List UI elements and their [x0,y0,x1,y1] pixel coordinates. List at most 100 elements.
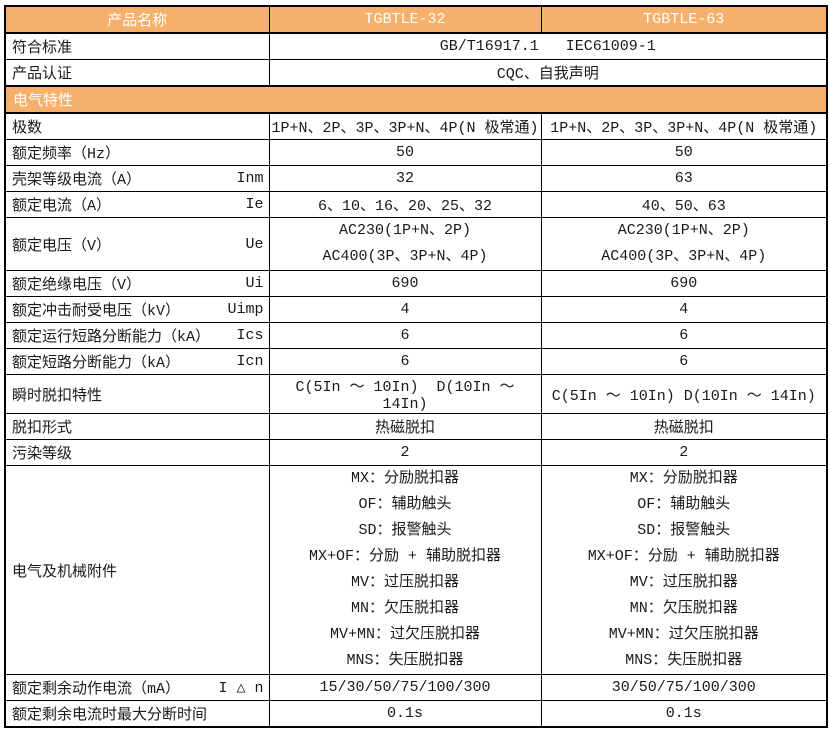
value-cell: 6 [540,322,828,349]
row-label: 瞬时脱扣特性 [12,387,103,405]
row-label-flex: 额定运行短路分断能力（kA） Ics [6,325,268,346]
row-label-cell: 额定绝缘电压（V） Ui [4,270,270,297]
row-label: 符合标准 [12,40,73,57]
row-label: 额定剩余动作电流（mA） [12,681,181,698]
table-row: 额定电流（A） Ie 6、10、16、20、25、32 40、50、63 [4,191,828,218]
row-label: 产品认证 [12,66,73,83]
value-line: SD：报警触头 [358,522,452,539]
table-row: 额定剩余电流时最大分断时间 0.1s 0.1s [4,700,828,728]
value-line: AC400(3P、3P+N、4P) [601,248,767,265]
value-cell: 40、50、63 [540,191,828,218]
value-cell: 15/30/50/75/100/300 [268,674,542,701]
value-cell: 1P+N、2P、3P、3P+N、4P(N 极常通) [540,112,828,140]
value-cell: 32 [268,165,542,192]
row-label-flex: 额定剩余电流时最大分断时间 [6,703,268,724]
value-line: MNS：失压脱扣器 [346,652,464,669]
row-symbol: Ue [245,235,264,253]
row-label-cell: 额定电压（V） Ue [4,217,270,271]
row-label-flex: 污染等级 [6,442,268,463]
row-label-cell: 额定运行短路分断能力（kA） Ics [4,322,270,349]
table-row: 污染等级 2 2 [4,439,828,466]
value-line: MV+MN：过欠压脱扣器 [329,626,480,643]
row-label-flex: 脱扣形式 [6,416,268,437]
model-header: TGBTLE-63 [540,5,828,34]
row-label-flex: 额定冲击耐受电压（kV） Uimp [6,299,268,320]
value-cell: 0.1s [268,700,542,728]
value-cell: AC230(1P+N、2P) AC400(3P、3P+N、4P) [540,217,828,271]
row-label: 脱扣形式 [12,420,73,437]
value-cell: CQC、自我声明 [268,59,828,87]
value-line: AC230(1P+N、2P) [617,222,750,239]
table-row: 额定短路分断能力（kA） Icn 6 6 [4,348,828,375]
row-label-cell: 极数 [4,112,270,140]
value-cell: MX：分励脱扣器 OF：辅助触头 SD：报警触头 MX+OF：分励 + 辅助脱扣器 MV… [540,465,828,675]
value-cell: 0.1s [540,700,828,728]
row-label-cell: 额定冲击耐受电压（kV） Uimp [4,296,270,323]
table-row: 瞬时脱扣特性 C(5In ～ 10In) D(10In ～ 14In) C(5In … [4,374,828,414]
row-label: 电气及机械附件 [12,563,118,581]
value-cell: 6、10、16、20、25、32 [268,191,542,218]
value-cell: 690 [268,270,542,297]
table-row: 额定绝缘电压（V） Ui 690 690 [4,270,828,297]
value-cell: C(5In ～ 10In) D(10In ～ 14In) [540,374,828,414]
value-cell: C(5In ～ 10In) D(10In ～ 14In) [268,374,542,414]
row-label: 额定短路分断能力（kA） [12,355,181,372]
row-label: 额定运行短路分断能力（kA） [12,329,211,346]
value-line: AC230(1P+N、2P) [338,222,472,239]
section-header: 电气特性 [4,85,828,114]
value-line: AC400(3P、3P+N、4P) [322,248,488,265]
value-cell: 2 [268,439,542,466]
value-cell: MX：分励脱扣器 OF：辅助触头 SD：报警触头 MX+OF：分励 + 辅助脱扣器 MV… [268,465,542,675]
row-label-flex: 极数 [6,116,268,137]
value-line: MX：分励脱扣器 [350,470,459,487]
value-line: MN：欠压脱扣器 [350,600,459,617]
table-row: 极数 1P+N、2P、3P、3P+N、4P(N 极常通) 1P+N、2P、3P、3P… [4,112,828,140]
value-cell: 4 [540,296,828,323]
value-cell: 6 [268,348,542,375]
value-cell: 6 [268,322,542,349]
row-label-flex: 额定频率（Hz） [6,142,268,163]
row-label-cell: 额定剩余动作电流（mA） I △ n [4,674,270,701]
value-line: MV+MN：过欠压脱扣器 [608,626,759,643]
row-label-flex: 瞬时脱扣特性 [6,384,268,405]
row-label-flex: 壳架等级电流（A） Inm [6,168,268,189]
row-label: 极数 [12,120,43,137]
value-line: SD：报警触头 [637,522,731,539]
row-label: 壳架等级电流（A） [12,172,142,189]
table-row: 额定频率（Hz） 50 50 [4,139,828,166]
value-line: MNS：失压脱扣器 [625,652,743,669]
row-label-flex: 额定短路分断能力（kA） Icn [6,351,268,372]
row-label: 额定冲击耐受电压（kV） [12,303,181,320]
value-line: OF：辅助触头 [637,496,731,513]
value-line: MX+OF：分励 + 辅助脱扣器 [308,548,501,565]
row-label-cell: 额定电流（A） Ie [4,191,270,218]
value-cell: 50 [540,139,828,166]
table-row: 额定剩余动作电流（mA） I △ n 15/30/50/75/100/300 30/5… [4,674,828,701]
spec-table-body: 产品名称 TGBTLE-32 TGBTLE-63 符合标准 GB/T16917.1 IE… [4,5,828,728]
value-cell: 690 [540,270,828,297]
row-label: 额定剩余电流时最大分断时间 [12,707,208,724]
row-label: 污染等级 [12,446,73,463]
row-label-flex: 额定剩余动作电流（mA） I △ n [6,677,268,698]
product-name-header: 产品名称 [4,5,270,34]
row-label-cell: 瞬时脱扣特性 [4,374,270,414]
row-label-flex: 额定电流（A） Ie [6,194,268,215]
value-line: MX：分励脱扣器 [629,470,738,487]
value-cell: 63 [540,165,828,192]
row-label: 额定频率（Hz） [12,146,121,163]
table-row: 额定冲击耐受电压（kV） Uimp 4 4 [4,296,828,323]
row-label: 额定电流（A） [12,198,112,215]
row-symbol: Ics [236,327,264,344]
table-row: 产品认证 CQC、自我声明 [4,59,828,87]
row-label-flex: 产品认证 [6,62,268,83]
value-cell: 6 [540,348,828,375]
row-label-cell: 产品认证 [4,59,270,87]
value-cell: 50 [268,139,542,166]
row-label-cell: 符合标准 [4,32,270,60]
table-row: 额定运行短路分断能力（kA） Ics 6 6 [4,322,828,349]
row-symbol: I △ n [218,680,264,697]
table-row: 脱扣形式 热磁脱扣 热磁脱扣 [4,413,828,440]
value-cell: 1P+N、2P、3P、3P+N、4P(N 极常通) [268,112,542,140]
table-row: 电气及机械附件 MX：分励脱扣器 OF：辅助触头 SD：报警触头 MX+OF：分励 + … [4,465,828,675]
value-line: MV：过压脱扣器 [629,574,738,591]
